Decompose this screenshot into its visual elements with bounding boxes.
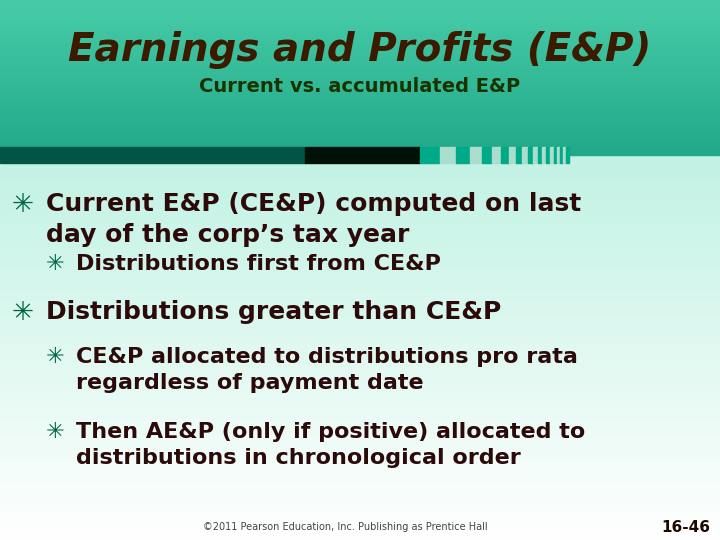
Bar [0, 24, 720, 28]
Text: ✳: ✳ [46, 422, 65, 442]
Bar [0, 62, 720, 65]
Bar [440, 147, 456, 163]
Bar [0, 126, 720, 130]
Bar [0, 6, 720, 9]
Bar [563, 147, 566, 163]
Bar [0, 86, 720, 90]
Bar [0, 55, 720, 59]
Bar [0, 120, 720, 124]
Text: ✳: ✳ [12, 192, 34, 218]
Bar [522, 147, 528, 163]
Bar [0, 145, 720, 149]
Bar [0, 124, 720, 127]
Bar [542, 147, 546, 163]
Text: Earnings and Profits (E&P): Earnings and Profits (E&P) [68, 31, 652, 69]
Bar [0, 99, 720, 102]
Bar [0, 30, 720, 34]
Bar [0, 52, 720, 56]
Text: ✳: ✳ [12, 300, 34, 326]
Bar [0, 102, 720, 105]
Bar [0, 28, 720, 31]
Bar [0, 117, 720, 121]
Bar [0, 68, 720, 71]
Bar [0, 90, 720, 93]
Text: ✳: ✳ [46, 347, 65, 367]
Bar [0, 21, 720, 25]
Bar [0, 130, 720, 133]
Bar [0, 142, 720, 146]
Text: 16-46: 16-46 [662, 519, 711, 535]
Bar [0, 83, 720, 87]
Bar [550, 147, 554, 163]
Bar [0, 71, 720, 75]
Text: Distributions greater than CE&P: Distributions greater than CE&P [46, 300, 501, 324]
Bar [0, 114, 720, 118]
Bar [0, 65, 720, 68]
Bar [0, 43, 720, 46]
Bar [546, 147, 550, 163]
Bar [0, 33, 720, 37]
Bar [509, 147, 516, 163]
Bar [0, 77, 720, 80]
Bar [538, 147, 542, 163]
Text: Then AE&P (only if positive) allocated to
distributions in chronological order: Then AE&P (only if positive) allocated t… [76, 422, 585, 468]
Bar [0, 0, 720, 3]
Bar [0, 40, 720, 43]
Text: Distributions first from CE&P: Distributions first from CE&P [76, 254, 441, 274]
Text: CE&P allocated to distributions pro rata
regardless of payment date: CE&P allocated to distributions pro rata… [76, 347, 578, 393]
Bar [0, 80, 720, 84]
Bar [482, 147, 492, 163]
Text: Current vs. accumulated E&P: Current vs. accumulated E&P [199, 78, 521, 97]
Bar [0, 18, 720, 22]
Bar [420, 147, 440, 163]
Bar [0, 108, 720, 112]
Bar [566, 147, 569, 163]
Bar [528, 147, 533, 163]
Bar [0, 3, 720, 6]
Bar [0, 46, 720, 50]
Bar [0, 133, 720, 137]
Bar [492, 147, 501, 163]
Bar [0, 12, 720, 16]
Bar [0, 96, 720, 99]
Bar [0, 139, 720, 143]
Bar [560, 147, 563, 163]
Text: ©2011 Pearson Education, Inc. Publishing as Prentice Hall: ©2011 Pearson Education, Inc. Publishing… [203, 522, 487, 532]
Text: ✳: ✳ [46, 254, 65, 274]
Bar [0, 151, 720, 155]
Bar [501, 147, 509, 163]
Bar [0, 92, 720, 96]
Bar [0, 15, 720, 18]
Bar [516, 147, 522, 163]
Bar [470, 147, 482, 163]
Bar [533, 147, 538, 163]
Bar [305, 147, 420, 163]
Bar [0, 37, 720, 40]
Bar [0, 147, 305, 163]
Bar [557, 147, 560, 163]
Bar [0, 105, 720, 109]
Bar [456, 147, 470, 163]
Bar [0, 136, 720, 139]
Bar [0, 58, 720, 62]
Bar [0, 9, 720, 12]
Bar [0, 111, 720, 114]
Text: Current E&P (CE&P) computed on last
day of the corp’s tax year: Current E&P (CE&P) computed on last day … [46, 192, 581, 247]
Bar [554, 147, 557, 163]
Bar [0, 49, 720, 53]
Bar [0, 148, 720, 152]
Bar [0, 74, 720, 78]
